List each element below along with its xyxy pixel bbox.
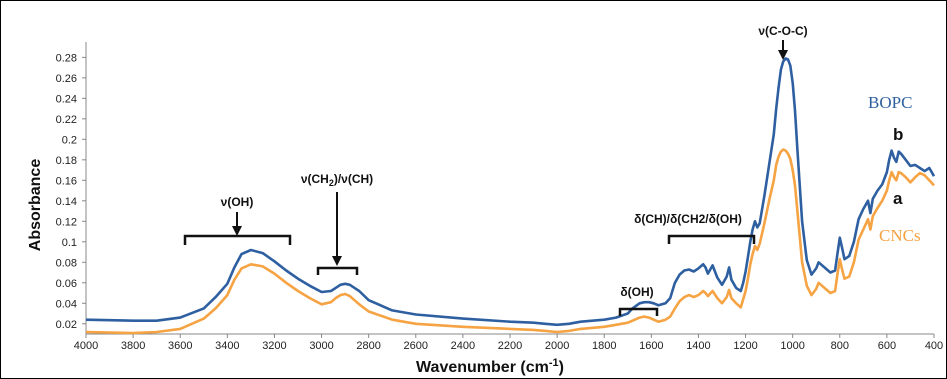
annotation-coc-arrowhead [778,50,788,60]
annotation-coc: ν(C-O-C) [758,24,808,60]
x-tick-label: 4000 [74,340,98,352]
x-tick-label: 400 [925,340,943,352]
y-tick-label: 0.06 [56,278,77,290]
annotation-ch2-arrowhead [332,256,342,266]
y-tick-label: 0.04 [56,298,77,310]
annotation-delta-group-label: δ(CH)/δ(CH2/δ(OH) [634,212,742,226]
annotation-delta-group-bracket [667,234,756,244]
x-axis-title: Wavenumber (cm-1) [416,357,564,376]
x-ticks: 4000 3800 3600 3400 3200 3000 2800 2600 2400 2200… [74,334,943,352]
x-tick-label: 1400 [686,340,710,352]
legend-letter-b: b [893,125,903,144]
annotation-delta-oh-label: δ(OH) [620,285,653,299]
annotation-ch2-bracket [316,266,359,275]
annotation-oh: ν(OH) [183,195,292,245]
legend-bopc: BOPC [868,93,912,112]
series-layer [85,57,936,335]
x-tick-label: 2600 [404,340,428,352]
annotation-delta-group: δ(CH)/δ(CH2/δ(OH) [634,212,756,244]
y-ticks: 0.02 0.04 0.06 0.08 0.1 0.12 0.14 0.16 0.18 0.2 0.… [56,52,86,331]
y-tick-label: 0.1 [62,237,77,249]
x-tick-label: 3000 [309,340,333,352]
y-tick-label: 0.08 [56,257,77,269]
x-tick-label: 3200 [262,340,286,352]
x-tick-label: 1000 [780,340,804,352]
x-tick-label: 1600 [639,340,663,352]
y-tick-label: 0.12 [56,216,77,228]
y-tick-label: 0.2 [62,134,77,146]
annotation-oh-label: ν(OH) [221,195,254,209]
x-tick-label: 1200 [733,340,757,352]
legend-cncs: CNCs [879,226,921,245]
annotation-coc-label: ν(C-O-C) [758,24,807,38]
y-tick-label: 0.24 [56,93,77,105]
y-tick-label: 0.02 [56,319,77,331]
y-tick-label: 0.22 [56,114,77,126]
y-tick-label: 0.26 [56,73,77,85]
y-tick-label: 0.28 [56,52,77,64]
annotation-delta-oh-bracket [618,307,659,316]
series-line-cncs [85,148,935,335]
x-tick-label: 3800 [121,340,145,352]
annotation-oh-arrowhead [232,226,242,236]
x-tick-label: 2400 [451,340,475,352]
series-line-bopc [85,57,936,327]
x-tick-label: 2200 [498,340,522,352]
y-tick-label: 0.16 [56,175,77,187]
x-tick-label: 2800 [356,340,380,352]
annotation-ch2-label: ν(CH2)/ν(CH) [301,172,373,188]
y-axis-title: Absorbance [27,159,44,252]
x-tick-label: 2000 [545,340,569,352]
annotation-delta-oh: δ(OH) [618,285,659,316]
x-tick-label: 600 [878,340,896,352]
legend-letter-a: a [893,189,903,208]
x-tick-label: 3400 [215,340,239,352]
annotation-ch2: ν(CH2)/ν(CH) [301,172,373,275]
y-tick-label: 0.14 [56,196,77,208]
x-tick-label: 3600 [168,340,192,352]
y-tick-label: 0.18 [56,155,77,167]
x-tick-label: 800 [831,340,849,352]
annotation-oh-bracket [183,234,292,245]
x-tick-label: 1800 [592,340,616,352]
axes [85,42,934,335]
